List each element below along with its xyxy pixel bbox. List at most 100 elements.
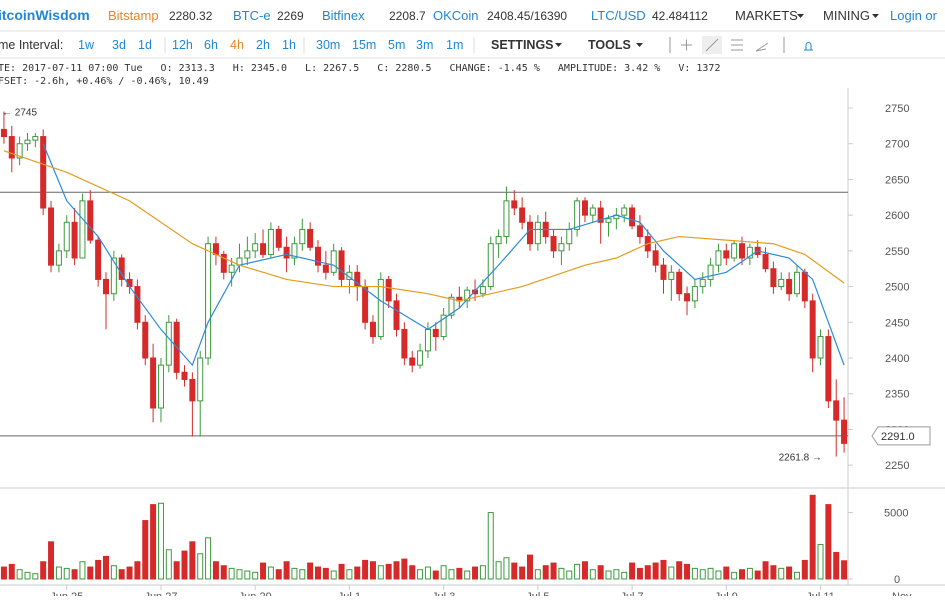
- interval-button[interactable]: 2h: [256, 38, 270, 52]
- y-tick-label: 2400: [885, 353, 909, 365]
- volume-bar: [401, 558, 408, 580]
- candle-body: [8, 136, 15, 159]
- candle-body: [71, 221, 78, 259]
- volume-bar: [448, 569, 455, 580]
- candle-body: [550, 236, 557, 252]
- interval-button[interactable]: 4h: [230, 38, 244, 52]
- tool-icons[interactable]: [669, 36, 813, 54]
- v-tick-label: 0: [894, 574, 900, 586]
- candle-body: [817, 336, 824, 359]
- candle-body: [448, 296, 455, 316]
- volume-bar: [605, 570, 612, 580]
- candle-body: [48, 207, 55, 266]
- volume-bar: [236, 569, 243, 580]
- volume-bar: [275, 569, 282, 580]
- candle-body: [629, 207, 636, 227]
- candle-body: [793, 271, 800, 295]
- volume-bar: [417, 569, 424, 580]
- interval-button[interactable]: 1d: [138, 38, 152, 52]
- volume-bar: [440, 565, 447, 580]
- candle-body: [40, 136, 47, 209]
- volume-bar: [778, 567, 785, 580]
- candle-body: [479, 286, 486, 295]
- volume-bar: [833, 551, 840, 580]
- min-label: 2261.8 →: [779, 453, 822, 464]
- interval-label: me Interval:: [0, 38, 63, 52]
- volume-bar: [299, 569, 306, 580]
- volume-bar: [8, 563, 15, 580]
- candle-body: [150, 357, 157, 409]
- interval-button[interactable]: 12h: [172, 38, 193, 52]
- volume-bar: [762, 561, 769, 580]
- candle-body: [440, 314, 447, 338]
- volume-bar: [613, 569, 620, 580]
- volume-bar: [707, 567, 714, 580]
- candle-body: [197, 357, 204, 402]
- ticker-name[interactable]: Bitstamp: [108, 8, 159, 23]
- x-tick-label: Jul 11: [806, 591, 835, 596]
- volume-bar: [684, 563, 691, 580]
- interval-button[interactable]: 30m: [316, 38, 340, 52]
- volume-bar: [636, 567, 643, 580]
- candle-body: [833, 400, 840, 421]
- volume-bar: [0, 566, 7, 580]
- ticker-name[interactable]: Bitfinex: [322, 8, 365, 23]
- menu[interactable]: MINING: [823, 8, 870, 23]
- ticker-name[interactable]: OKCoin: [433, 8, 479, 23]
- volume-bar: [315, 566, 321, 580]
- volume-bar: [87, 566, 94, 580]
- candle-body: [244, 250, 251, 259]
- interval-button[interactable]: 3m: [416, 38, 433, 52]
- candle-body: [801, 271, 808, 302]
- interval-button[interactable]: 5m: [388, 38, 405, 52]
- volume-bar: [841, 560, 848, 580]
- candle-body: [770, 268, 777, 288]
- volume-bar: [16, 569, 23, 580]
- candle-body: [16, 143, 23, 159]
- y-tick-label: 2550: [885, 246, 909, 258]
- candle-body: [825, 336, 832, 402]
- candle-body: [621, 207, 628, 216]
- interval-button[interactable]: 15m: [352, 38, 376, 52]
- candle-body: [212, 243, 219, 255]
- volume-bar: [48, 541, 55, 580]
- x-tick-label: Jul 1: [338, 591, 361, 596]
- candle-body: [786, 278, 793, 295]
- volume-bar: [212, 561, 219, 580]
- interval-button[interactable]: 3d: [112, 38, 126, 52]
- login[interactable]: Login or: [890, 8, 938, 23]
- caret: [555, 43, 562, 47]
- interval-button[interactable]: 1w: [78, 38, 95, 52]
- candle-body: [362, 286, 369, 323]
- ticker-price: 2280.32: [169, 9, 213, 23]
- interval-button[interactable]: 1h: [282, 38, 296, 52]
- brand[interactable]: itcoinWisdom: [0, 7, 90, 23]
- volume-bar: [487, 512, 494, 580]
- volume-bar: [495, 561, 502, 580]
- x-tick-label: Nov: [892, 591, 912, 596]
- candle-body: [103, 278, 109, 295]
- candle-body: [746, 246, 753, 259]
- candle-body: [691, 286, 698, 302]
- candle-body: [778, 278, 785, 288]
- volume-bar: [825, 504, 832, 580]
- volume-bar: [55, 566, 62, 580]
- settings-menu[interactable]: SETTINGS: [491, 38, 554, 52]
- volume-bar: [220, 565, 227, 580]
- volume-bar: [244, 570, 251, 580]
- ticker-name[interactable]: BTC-e: [233, 8, 271, 23]
- interval-button[interactable]: 6h: [204, 38, 218, 52]
- volume-bar: [770, 565, 777, 580]
- volume-bar: [793, 571, 800, 580]
- volume-bar: [32, 573, 39, 580]
- candle-body: [605, 218, 612, 223]
- menu[interactable]: MARKETS: [735, 8, 798, 23]
- tools-menu[interactable]: TOOLS: [588, 38, 631, 52]
- candle-body: [283, 246, 290, 259]
- interval-button[interactable]: 1m: [446, 38, 463, 52]
- volume-bar: [409, 565, 416, 580]
- volume-bar: [801, 559, 808, 580]
- ticker-name[interactable]: LTC/USD: [591, 8, 646, 23]
- volume-bar: [660, 559, 667, 580]
- candle-body: [157, 364, 164, 409]
